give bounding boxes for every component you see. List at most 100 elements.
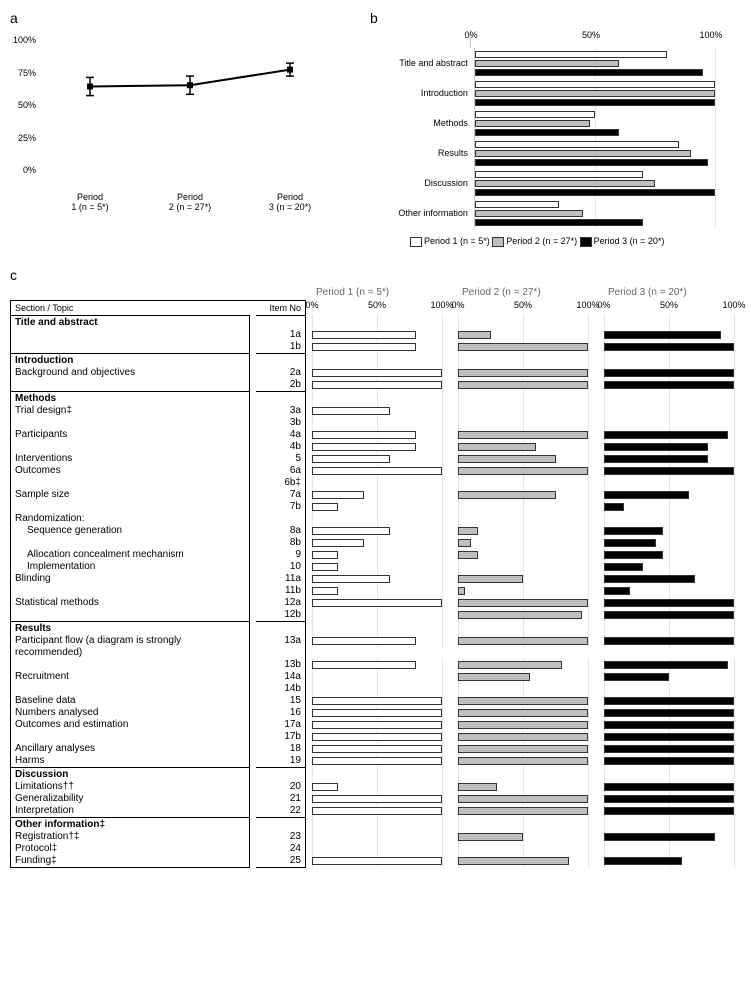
panel-c-bar [312, 587, 338, 595]
panel-c-bar-cell [312, 441, 452, 453]
chart-b-bar [475, 69, 703, 76]
topic-label: Recruitment [10, 671, 250, 683]
topic-label [10, 441, 250, 453]
panel-c-x-tick: 50% [660, 300, 678, 310]
panel-c-bar-cell [604, 477, 744, 489]
panel-c-bar-cell [458, 367, 598, 379]
panel-c-bar [604, 575, 695, 583]
item-number: 21 [256, 793, 306, 805]
topic-label: Sequence generation [10, 525, 250, 537]
panel-c-bar [458, 455, 556, 463]
panel-c-bar-cell [458, 831, 598, 843]
panel-c-bar [604, 443, 708, 451]
item-number: 10 [256, 561, 306, 573]
item-number: 6a [256, 465, 306, 477]
panel-c-bar-cell [604, 429, 744, 441]
chart-b-row: Title and abstract [370, 48, 710, 78]
panel-c-bar-cell [312, 831, 452, 843]
topic-label [10, 417, 250, 429]
panel-c-bar-cell [312, 683, 452, 695]
topic-label: Protocol‡ [10, 843, 250, 855]
panel-c-bar-cell [312, 843, 452, 855]
panel-c-bar-cell [604, 489, 744, 501]
section-header: Methods [10, 391, 250, 405]
panel-c-bar-cell [458, 671, 598, 683]
panel-c-bar-cell [458, 561, 598, 573]
topic-label: Baseline data [10, 695, 250, 707]
panel-c-bar-cell [458, 489, 598, 501]
panel-c-bar [458, 331, 491, 339]
panel-c-bar [458, 431, 588, 439]
panel-c-bar-cell [604, 367, 744, 379]
chart-b-row: Methods [370, 108, 710, 138]
panel-c-bar-cell [458, 477, 598, 489]
chart-a-y-tick: 100% [10, 35, 36, 45]
topic-label: Implementation [10, 561, 250, 573]
panel-c-bar-cell [604, 755, 744, 767]
panel-c-bar-cell [312, 477, 452, 489]
panel-c-bar-cell [604, 573, 744, 585]
section-header: Other information‡ [10, 817, 250, 831]
panel-c-bar-cell [604, 719, 744, 731]
item-number: 13b [256, 659, 306, 671]
item-number: 24 [256, 843, 306, 855]
panel-c-bar [312, 563, 338, 571]
panel-c-bar-cell [458, 695, 598, 707]
panel-c-bar [604, 637, 734, 645]
topic-label [10, 501, 250, 513]
chart-b-bar [475, 150, 691, 157]
panel-c-bar [604, 381, 734, 389]
topic-label: Harms [10, 755, 250, 767]
panel-c-bar-cell [604, 671, 744, 683]
panel-c-bar-cell [312, 719, 452, 731]
chart-b-bar [475, 120, 590, 127]
item-number: 14a [256, 671, 306, 683]
panel-c-bar-cell [604, 453, 744, 465]
panel-c-bar [458, 343, 588, 351]
panel-c-bar [604, 721, 734, 729]
chart-b-bar [475, 81, 715, 88]
panel-c-bar-cell [458, 781, 598, 793]
panel-c-bar-cell [458, 731, 598, 743]
panel-c-bar-cell [312, 465, 452, 477]
panel-c-bar [604, 795, 734, 803]
chart-b-row: Results [370, 138, 710, 168]
period-header-2: Period 2 (n = 27*) [458, 287, 598, 298]
panel-c-bar-cell [312, 573, 452, 585]
panel-c-bar-cell [458, 453, 598, 465]
panel-a: a 0%25%50%75%100%Period1 (n = 5*)Period2… [10, 10, 350, 247]
panel-c-bar-cell [458, 609, 598, 621]
panel-c-bar-cell [604, 731, 744, 743]
topic-label: Allocation concealment mechanism [10, 549, 250, 561]
section-header: Introduction [10, 353, 250, 367]
item-number: 3a [256, 405, 306, 417]
panel-c-bar-cell [458, 793, 598, 805]
panel-c-bar-cell [604, 781, 744, 793]
panel-c-bar-cell [458, 585, 598, 597]
panel-c-bar [312, 407, 390, 415]
panel-c-bar-cell [312, 367, 452, 379]
panel-c-period-headers: Period 1 (n = 5*) Period 2 (n = 27*) Per… [10, 287, 741, 298]
panel-c-bar [312, 757, 442, 765]
panel-c-bar [604, 833, 715, 841]
panel-c-bar-cell [604, 597, 744, 609]
panel-c-bar-cell [312, 609, 452, 621]
chart-b-bar [475, 99, 715, 106]
panel-c-bar [312, 527, 390, 535]
panel-c-bar-cell [458, 805, 598, 817]
topic-label: Funding‡ [10, 855, 250, 868]
legend-swatch [492, 237, 504, 247]
panel-c-bar [604, 527, 663, 535]
topic-label [10, 537, 250, 549]
chart-a-x-tick: Period1 (n = 5*) [60, 192, 120, 212]
panel-c-bar [458, 709, 588, 717]
panel-c-bar [604, 757, 734, 765]
panel-c-bar [312, 491, 364, 499]
panel-c-bar-cell [458, 525, 598, 537]
panel-c-bar-cell [604, 405, 744, 417]
panel-c-bar [312, 551, 338, 559]
panel-c-bar-cell [458, 549, 598, 561]
topic-label [10, 477, 250, 489]
panel-c-bar-cell [604, 513, 744, 525]
legend-label: Period 2 (n = 27*) [506, 236, 579, 246]
